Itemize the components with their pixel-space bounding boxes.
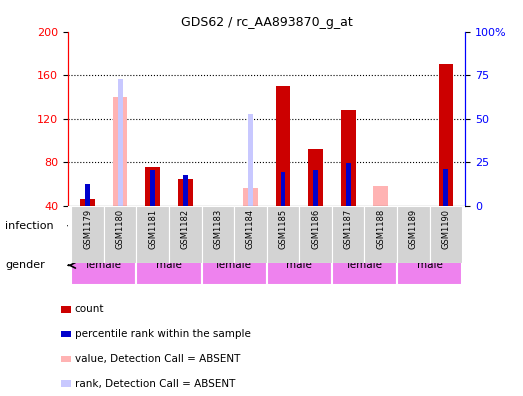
Bar [137,206,169,263]
Text: male: male [156,260,182,270]
Text: gender: gender [5,260,45,270]
Text: infection: infection [5,221,54,231]
Text: GSM1187: GSM1187 [344,209,353,249]
Bar [365,206,397,263]
Text: count: count [75,305,104,314]
Bar [201,206,234,263]
Bar [267,206,299,263]
Bar [332,206,462,246]
Text: GSM1185: GSM1185 [279,209,288,249]
Text: GSM1186: GSM1186 [311,209,320,249]
Bar [280,172,286,206]
Bar [444,169,448,206]
Text: GSM1182: GSM1182 [181,209,190,249]
Text: GSM1184: GSM1184 [246,209,255,249]
Text: GSM1190: GSM1190 [441,209,450,249]
Text: male: male [417,260,442,270]
Bar [61,331,71,337]
Bar [299,206,332,263]
Bar [341,110,356,206]
Bar [61,306,71,312]
Text: 15 days post-infection: 15 days post-infection [209,221,325,231]
Text: female: female [216,260,252,270]
Text: GSM1179: GSM1179 [83,209,92,249]
Bar [71,206,104,263]
Bar [104,206,137,263]
Bar [178,179,192,206]
Bar [61,381,71,387]
Text: GSM1188: GSM1188 [376,209,385,249]
Text: GSM1180: GSM1180 [116,209,124,249]
Bar [150,170,155,206]
Text: GSM1181: GSM1181 [148,209,157,249]
Bar [80,200,95,206]
Bar [85,184,90,206]
Bar [373,187,388,206]
Title: GDS62 / rc_AA893870_g_at: GDS62 / rc_AA893870_g_at [181,16,353,29]
Text: percentile rank within the sample: percentile rank within the sample [75,329,251,339]
Text: male: male [287,260,312,270]
Bar [71,246,137,285]
Bar [169,206,201,263]
Bar [234,206,267,263]
Text: noninfected: noninfected [105,221,167,231]
Bar [113,97,128,206]
Bar [439,64,453,206]
Bar [71,206,201,246]
Text: rank, Detection Call = ABSENT: rank, Detection Call = ABSENT [75,379,235,388]
Bar [397,246,462,285]
Bar [248,114,253,206]
Bar [201,246,267,285]
Text: value, Detection Call = ABSENT: value, Detection Call = ABSENT [75,354,240,364]
Text: female: female [86,260,122,270]
Bar [61,356,71,362]
Bar [313,170,318,206]
Bar [397,206,429,263]
Bar [332,206,365,263]
Bar [429,206,462,263]
Bar [118,79,122,206]
Text: GSM1189: GSM1189 [409,209,418,249]
Bar [267,246,332,285]
Bar [201,206,332,246]
Bar [276,86,290,206]
Bar [308,149,323,206]
Text: GSM1183: GSM1183 [213,209,222,249]
Text: 40 days post-infection: 40 days post-infection [339,221,455,231]
Text: female: female [346,260,382,270]
Bar [243,188,258,206]
Bar [346,164,350,206]
Bar [137,246,201,285]
Bar [183,175,188,206]
Bar [145,167,160,206]
Bar [332,246,397,285]
